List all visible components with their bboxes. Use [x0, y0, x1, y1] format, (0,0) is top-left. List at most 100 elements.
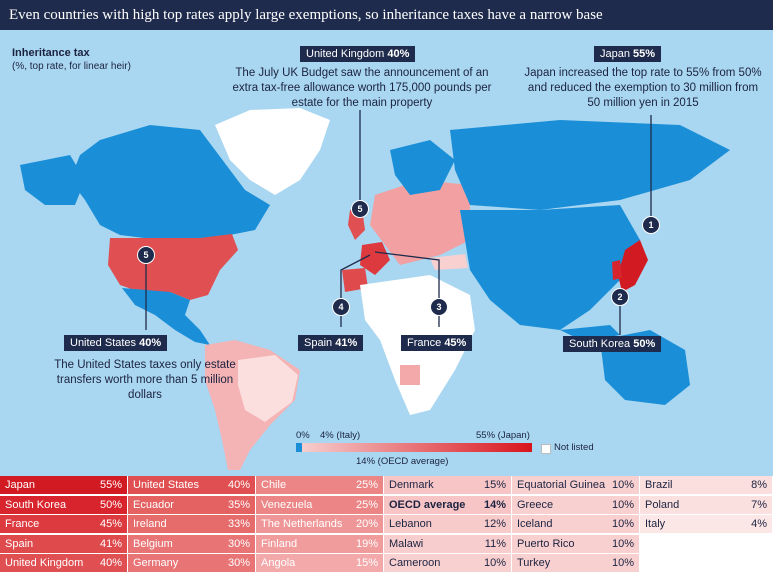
table-country-name: Turkey: [517, 557, 551, 570]
uk-pin: 5: [351, 200, 369, 218]
table-country-name: Equatorial Guinea: [517, 479, 606, 491]
table-country-name: Chile: [261, 479, 287, 491]
table-country-rate: 7%: [751, 498, 767, 511]
table-country-rate: 55%: [99, 479, 122, 491]
table-country-rate: 10%: [483, 557, 506, 570]
table-country-rate: 10%: [611, 518, 634, 531]
table-country-rate: 15%: [483, 479, 506, 491]
us-note: The United States taxes only estate tran…: [54, 359, 236, 401]
angola-shape: [400, 365, 420, 385]
table-country-name: Denmark: [389, 479, 434, 491]
table-country-name: Brazil: [645, 479, 673, 491]
korea-name: South Korea: [569, 338, 631, 350]
table-cell: South Korea 50%: [0, 495, 127, 514]
spain-pin: 4: [332, 298, 350, 316]
table-country-rate: 12%: [483, 518, 506, 531]
table-cell: OECD average 14%: [384, 495, 511, 514]
russia-shape: [450, 120, 730, 210]
table-cell: Lebanon 12%: [384, 515, 511, 534]
table-country-rate: 20%: [355, 518, 378, 531]
table-cell: United Kingdom 40%: [0, 554, 127, 573]
table-country-rate: 33%: [227, 518, 250, 531]
legend-oecd-label: 14% (OECD average): [356, 456, 449, 467]
legend-japan-label: 55% (Japan): [476, 430, 530, 441]
table-country-name: Malawi: [389, 537, 424, 550]
brazil-shape: [238, 355, 298, 422]
korea-rate: 50%: [633, 338, 656, 350]
france-tag: France 45%: [401, 335, 473, 351]
legend-italy-label: 4% (Italy): [320, 430, 361, 441]
legend-min-label: 0%: [296, 430, 310, 441]
table-cell: Puerto Rico 10%: [512, 534, 639, 553]
legend-gradient-bar: [296, 443, 532, 452]
table-country-name: Italy: [645, 518, 666, 531]
spain-rate: 41%: [335, 337, 358, 349]
legend-not-listed-swatch: [541, 444, 551, 454]
korea-pin: 2: [611, 288, 629, 306]
table-country-name: Ecuador: [133, 498, 174, 511]
us-pin: 5: [137, 246, 155, 264]
table-country-rate: 11%: [484, 537, 506, 550]
map-legend: 0% 4% (Italy) 55% (Japan) 14% (OECD aver…: [296, 430, 766, 474]
table-cell: Spain 41%: [0, 534, 127, 553]
table-cell: Malawi 11%: [384, 534, 511, 553]
table-cell: Venezuela 25%: [256, 495, 383, 514]
table-cell: Belgium 30%: [128, 534, 255, 553]
table-country-rate: 10%: [611, 557, 634, 570]
map-subtitle: (%, top rate, for linear heir): [12, 61, 131, 72]
table-country-name: Cameroon: [389, 557, 441, 570]
table-country-name: Lebanon: [389, 518, 432, 531]
table-cell: Finland 19%: [256, 534, 383, 553]
table-country-name: Greece: [517, 498, 554, 511]
table-country-rate: 25%: [355, 498, 378, 511]
asia-shape: [460, 205, 640, 330]
us-name: United States: [70, 337, 137, 349]
japan-note: Japan increased the top rate to 55% from…: [524, 67, 762, 109]
table-country-name: Poland: [645, 498, 680, 511]
table-country-name: OECD average: [389, 498, 466, 511]
table-country-name: Germany: [133, 557, 179, 570]
table-cell: Greece 10%: [512, 495, 639, 514]
table-cell: United States 40%: [128, 476, 255, 494]
table-country-name: United Kingdom: [5, 557, 84, 570]
spain-name: Spain: [304, 337, 333, 349]
table-country-rate: 30%: [227, 557, 250, 570]
table-country-name: Spain: [5, 537, 34, 550]
uk-name: United Kingdom: [306, 48, 385, 60]
table-country-rate: 40%: [99, 557, 122, 570]
table-country-name: Puerto Rico: [517, 537, 575, 550]
japan-name: Japan: [600, 48, 630, 60]
table-country-name: The Netherlands: [261, 518, 343, 531]
france-pin: 3: [430, 298, 448, 316]
table-country-rate: 8%: [751, 479, 767, 491]
table-cell: Poland 7%: [640, 495, 772, 514]
table-country-rate: 15%: [355, 557, 378, 570]
world-map: Inheritance tax (%, top rate, for linear…: [0, 30, 773, 476]
mexico-shape: [122, 288, 210, 345]
table-country-name: Japan: [5, 479, 35, 491]
legend-zero-swatch: [296, 443, 302, 452]
table-country-name: Iceland: [517, 518, 553, 531]
japan-tag: Japan 55%: [594, 46, 662, 62]
korea-tag: South Korea 50%: [563, 336, 662, 352]
scandinavia-shape: [390, 140, 455, 195]
table-country-rate: 25%: [355, 479, 378, 491]
table-cell: The Netherlands 20%: [256, 515, 383, 534]
table-cell: Brazil 8%: [640, 476, 772, 494]
table-country-name: Angola: [261, 557, 296, 570]
table-country-rate: 10%: [611, 498, 634, 511]
table-country-name: Ireland: [133, 518, 167, 531]
uk-tag: United Kingdom 40%: [300, 46, 416, 62]
table-cell: Germany 30%: [128, 554, 255, 573]
uk-note: The July UK Budget saw the announcement …: [232, 67, 492, 109]
europe-shape: [370, 180, 470, 265]
table-country-name: United States: [133, 479, 200, 491]
table-country-rate: 30%: [227, 537, 250, 550]
table-country-name: Belgium: [133, 537, 173, 550]
table-cell: Ecuador 35%: [128, 495, 255, 514]
table-country-rate: 4%: [751, 518, 767, 531]
table-country-rate: 40%: [227, 479, 250, 491]
table-cell: Turkey 10%: [512, 554, 639, 573]
spain-tag: Spain 41%: [298, 335, 364, 351]
greenland-shape: [215, 108, 330, 195]
